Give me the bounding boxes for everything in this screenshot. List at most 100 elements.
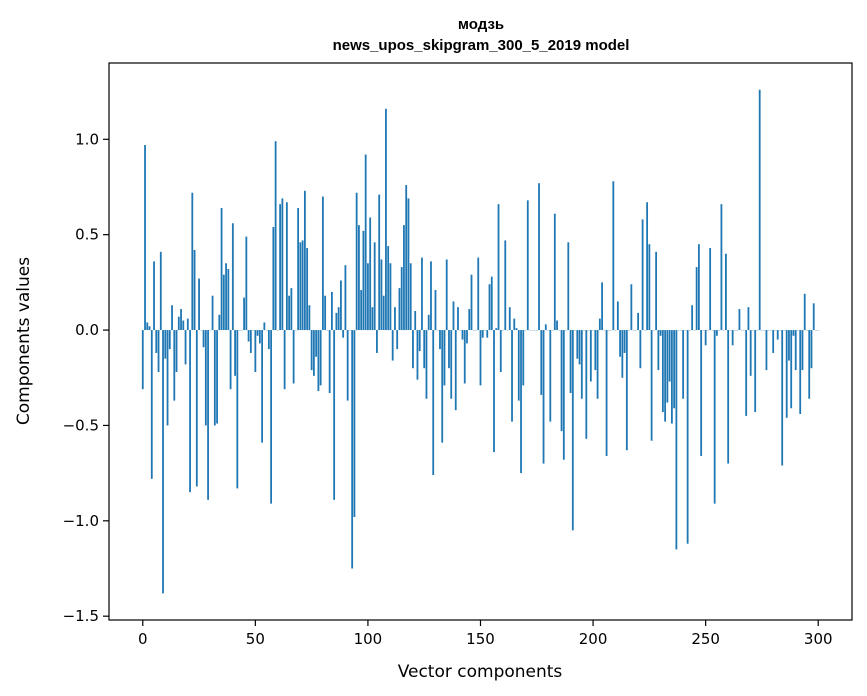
bar bbox=[412, 330, 414, 369]
bar bbox=[515, 328, 518, 331]
bar bbox=[211, 295, 214, 331]
bar bbox=[646, 202, 649, 331]
bar bbox=[682, 330, 685, 399]
bar bbox=[261, 330, 264, 443]
bar bbox=[772, 330, 775, 353]
bar bbox=[315, 330, 318, 357]
bar bbox=[423, 330, 426, 369]
bar bbox=[657, 330, 660, 371]
bar bbox=[340, 280, 342, 331]
bar bbox=[141, 330, 144, 390]
bar bbox=[382, 295, 385, 331]
bar bbox=[542, 330, 545, 464]
bar bbox=[801, 330, 804, 371]
bar bbox=[301, 240, 304, 331]
bar bbox=[517, 330, 520, 401]
bar bbox=[788, 330, 790, 361]
bar bbox=[709, 248, 712, 331]
bar bbox=[749, 330, 752, 376]
y-axis-ticks: −1.5 −1.0 −0.5 0.0 0.5 1.0 bbox=[63, 130, 109, 625]
bar bbox=[373, 242, 376, 331]
bar bbox=[227, 269, 230, 331]
x-axis-label: Vector components bbox=[398, 662, 563, 682]
bar bbox=[731, 330, 734, 346]
bar bbox=[445, 259, 448, 331]
bar bbox=[222, 274, 225, 331]
bar bbox=[490, 276, 493, 331]
bar bbox=[398, 288, 401, 331]
bar bbox=[150, 330, 153, 479]
bar bbox=[274, 141, 277, 331]
bar bbox=[747, 307, 750, 331]
bar bbox=[781, 330, 784, 466]
bar bbox=[790, 330, 793, 409]
bar bbox=[641, 219, 644, 331]
bar bbox=[236, 330, 239, 489]
bar bbox=[421, 257, 423, 331]
bar bbox=[504, 240, 507, 331]
bar bbox=[758, 89, 761, 331]
bar bbox=[216, 330, 218, 424]
bar bbox=[202, 330, 205, 348]
bar bbox=[389, 263, 392, 331]
bar bbox=[567, 242, 570, 331]
bar bbox=[173, 330, 176, 401]
bar bbox=[486, 330, 489, 338]
bar bbox=[234, 330, 236, 376]
bar bbox=[655, 251, 658, 331]
bar bbox=[526, 200, 529, 331]
bar bbox=[303, 190, 306, 331]
bar bbox=[416, 330, 419, 380]
bar bbox=[171, 305, 173, 331]
chart-title-line1: модзь bbox=[458, 16, 504, 33]
x-tick-label: 200 bbox=[579, 630, 608, 648]
bar bbox=[346, 330, 349, 401]
bar bbox=[362, 230, 365, 331]
bar bbox=[310, 330, 313, 371]
bar bbox=[385, 108, 387, 331]
bar bbox=[673, 330, 676, 409]
bar bbox=[367, 263, 369, 331]
bar bbox=[585, 330, 588, 439]
bar bbox=[267, 330, 270, 350]
bar bbox=[333, 330, 336, 500]
bar bbox=[193, 249, 196, 331]
bar bbox=[725, 253, 727, 331]
bar bbox=[488, 284, 491, 331]
bar bbox=[180, 309, 182, 331]
bar bbox=[186, 318, 189, 331]
bar bbox=[299, 242, 302, 331]
bar bbox=[342, 330, 345, 338]
y-tick-label: 0.0 bbox=[75, 321, 99, 339]
bar bbox=[189, 330, 191, 493]
bar bbox=[621, 330, 624, 378]
bar bbox=[330, 291, 333, 331]
bar bbox=[639, 330, 642, 369]
bar bbox=[481, 330, 484, 338]
bar bbox=[218, 314, 221, 331]
chart-title-line2: news_upos_skipgram_300_5_2019 model bbox=[333, 37, 630, 54]
bar bbox=[263, 322, 266, 331]
bar bbox=[245, 236, 248, 331]
bar bbox=[434, 289, 437, 331]
bar bbox=[396, 330, 399, 350]
bar bbox=[351, 330, 354, 569]
bar bbox=[589, 330, 592, 382]
bar bbox=[312, 330, 315, 376]
bar bbox=[225, 263, 227, 331]
bar bbox=[414, 310, 417, 331]
bar bbox=[754, 330, 757, 413]
bar bbox=[254, 330, 257, 373]
bar bbox=[562, 330, 565, 460]
bar bbox=[659, 330, 662, 336]
bar bbox=[146, 322, 149, 331]
bar bbox=[513, 318, 516, 331]
bar bbox=[360, 289, 363, 331]
bar bbox=[270, 330, 273, 504]
bar bbox=[668, 330, 671, 382]
bar bbox=[803, 293, 806, 331]
bar bbox=[630, 284, 633, 331]
bar bbox=[650, 330, 653, 441]
bar bbox=[713, 330, 716, 504]
